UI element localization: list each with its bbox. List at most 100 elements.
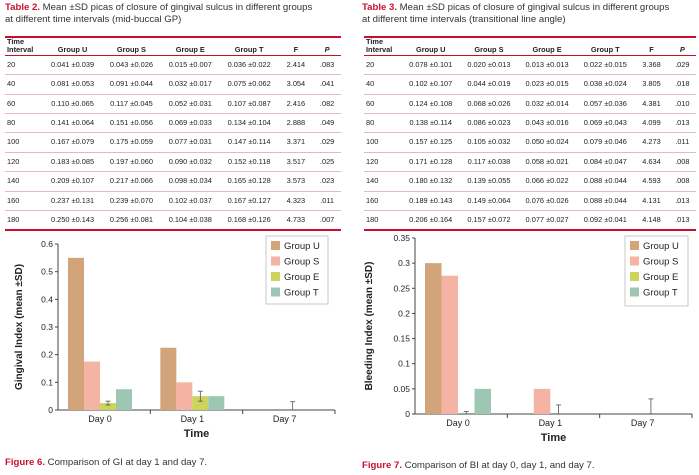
- legend-label: Group S: [284, 257, 319, 268]
- table-cell: 0.068 ±0.026: [459, 93, 519, 114]
- table-row: 120 0.171 ±0.128 0.117 ±0.038 0.058 ±0.021 0…: [364, 151, 696, 172]
- table-cell: 160: [5, 190, 44, 211]
- bar-group-e: [192, 396, 209, 410]
- table3-caption: Table 3. Mean ±SD picas of closure of gi…: [362, 2, 699, 26]
- table-cell: 3.517: [278, 151, 314, 172]
- y-tick-label: 0.2: [398, 308, 410, 318]
- table2-header-4: Group T: [234, 45, 264, 55]
- table-cell: 0.124 ±0.108: [401, 93, 460, 114]
- table-cell: 140: [5, 171, 44, 192]
- y-tick-label: 0.25: [393, 283, 410, 293]
- table-cell: 4.273: [634, 132, 669, 153]
- table-cell: 0.081 ±0.053: [43, 74, 102, 95]
- table-cell: 20: [7, 59, 16, 69]
- table-cell: 0.110 ±0.065: [43, 93, 102, 114]
- table-cell: 0.036 ±0.022: [227, 59, 271, 69]
- bar-group-u: [160, 347, 177, 410]
- legend-label: Group T: [284, 288, 319, 299]
- y-axis-label: Gingival Index (mean ±SD): [14, 264, 25, 390]
- table-cell: .013: [668, 113, 696, 133]
- table2-header-6: P: [324, 45, 330, 55]
- table-row: 180 0.206 ±0.164 0.157 ±0.072 0.077 ±0.027 0…: [364, 210, 696, 231]
- figure7-label: Figure 7.: [362, 460, 402, 471]
- table-cell: 0.092 ±0.041: [576, 210, 635, 231]
- legend-label: Group T: [643, 288, 678, 299]
- bar-group-t: [116, 389, 132, 410]
- table-cell: 0.015 ±0.007: [168, 59, 212, 69]
- table-cell: .023: [313, 171, 341, 192]
- table-cell: .041: [313, 74, 341, 95]
- table2: Time Interval Group U Group S Group E Group T…: [5, 36, 341, 232]
- table-cell: 0.066 ±0.022: [518, 171, 577, 192]
- bar-group-s: [441, 275, 458, 414]
- table-row: 160 0.237 ±0.131 0.239 ±0.070 0.102 ±0.037 0…: [5, 190, 341, 211]
- table-cell: 140: [364, 171, 402, 192]
- table-cell: 40: [5, 74, 44, 95]
- table-cell: .013: [668, 210, 696, 231]
- table-cell: 0.139 ±0.055: [459, 171, 519, 192]
- bar-group-e: [100, 403, 116, 410]
- table-cell: 0.077 ±0.027: [518, 210, 577, 231]
- legend-swatch: [271, 287, 280, 297]
- table-cell: .013: [668, 190, 696, 211]
- y-tick-label: 0.6: [41, 239, 53, 249]
- figure7-caption: Figure 7. Comparison of BI at day 0, day…: [362, 460, 595, 471]
- table-cell: 0.023 ±0.015: [518, 74, 577, 95]
- bar-group-s: [533, 388, 551, 414]
- table-cell: 0.032 ±0.017: [160, 74, 220, 95]
- table-cell: .010: [668, 93, 696, 114]
- table3-body: 20 0.078 ±0.101 0.020 ±0.013 0.013 ±0.013 0.…: [364, 55, 696, 231]
- table-cell: 0.091 ±0.044: [101, 74, 161, 95]
- table-cell: 0.044 ±0.019: [459, 74, 519, 95]
- table-cell: 0.117 ±0.045: [101, 93, 161, 114]
- table-row: 120 0.183 ±0.085 0.197 ±0.060 0.090 ±0.032 0…: [5, 151, 341, 172]
- table-cell: .029: [675, 59, 690, 69]
- table-cell: 160: [364, 190, 402, 211]
- table-cell: 0.102 ±0.037: [160, 190, 220, 211]
- legend-label: Group S: [643, 257, 678, 268]
- legend-swatch: [271, 272, 280, 281]
- bar-group-t: [474, 388, 491, 414]
- table-row: 180 0.250 ±0.143 0.256 ±0.081 0.104 ±0.038 0…: [5, 210, 341, 231]
- table-cell: 0.078 ±0.101: [409, 59, 453, 69]
- table-cell: 0.079 ±0.046: [576, 132, 635, 153]
- table-row: 160 0.189 ±0.143 0.149 ±0.064 0.076 ±0.026 0…: [364, 190, 696, 211]
- table-cell: 100: [364, 132, 402, 153]
- legend-swatch: [271, 256, 280, 266]
- table-cell: .007: [313, 210, 341, 231]
- table-cell: 4.323: [278, 190, 314, 211]
- table-cell: 0.165 ±0.128: [219, 171, 279, 192]
- table3-header-1: Group U: [415, 45, 446, 55]
- table-row: 40 0.081 ±0.053 0.091 ±0.044 0.032 ±0.017 0.…: [5, 74, 341, 95]
- y-tick-label: 0.2: [41, 350, 53, 360]
- figure6-caption-text: Comparison of GI at day 1 and day 7.: [44, 457, 208, 468]
- table-cell: 3.368: [642, 59, 661, 69]
- table-cell: 0.217 ±0.066: [101, 171, 161, 192]
- table2-header-3: Group E: [175, 45, 205, 55]
- legend-swatch: [630, 241, 639, 250]
- table3-header-0: Time Interval: [366, 37, 393, 55]
- table-cell: 0.020 ±0.013: [467, 59, 511, 69]
- table3-caption-line2: at different time intervals (transitiona…: [362, 14, 566, 25]
- table-cell: 0.041 ±0.039: [50, 59, 95, 69]
- figure6-label: Figure 6.: [5, 457, 45, 468]
- table2-caption-line2: at different time intervals (mid-buccal …: [5, 14, 182, 25]
- y-tick-label: 0.1: [398, 359, 410, 369]
- y-tick-label: 0.4: [41, 294, 53, 304]
- table2-header-5: F: [293, 45, 299, 55]
- table-cell: 0.088 ±0.044: [576, 190, 635, 211]
- table-cell: .008: [668, 151, 696, 172]
- figure6-caption: Figure 6. Comparison of GI at day 1 and …: [5, 457, 207, 468]
- legend-label: Group E: [643, 272, 678, 283]
- y-tick-label: 0.15: [393, 334, 410, 344]
- table-cell: 0.105 ±0.032: [459, 132, 519, 153]
- table-cell: 0.075 ±0.062: [219, 74, 279, 95]
- legend-label: Group U: [284, 241, 320, 252]
- table-cell: 0.098 ±0.034: [160, 171, 220, 192]
- table-cell: 0.149 ±0.064: [459, 190, 519, 211]
- table-cell: 0.138 ±0.114: [401, 113, 460, 133]
- table-cell: .082: [313, 93, 341, 114]
- y-tick-label: 0: [48, 405, 53, 415]
- x-tick-label: Day 7: [631, 418, 655, 428]
- table-cell: 3.805: [634, 74, 669, 95]
